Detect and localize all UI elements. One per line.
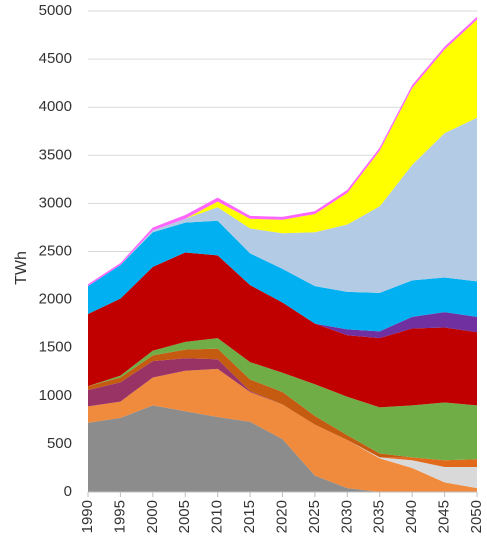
area-series-1 [88,405,477,492]
y-tick-label: 2000 [39,291,72,308]
area-series-12 [88,19,477,287]
area-series-group [88,16,477,492]
y-tick-label: 4000 [39,98,72,115]
x-tick-label: 2045 [436,500,453,533]
y-tick-label: 2500 [39,242,72,259]
area-series-6 [88,348,477,461]
x-tick-label: 2020 [273,500,290,533]
y-tick-label: 3000 [39,194,72,211]
x-tick-label: 2015 [241,500,258,533]
area-series-8 [88,252,477,408]
x-tick-labels: 1990 1995 2000 2005 2010 2015 2020 2025 2030 2035… [79,500,485,533]
area-series-11 [88,117,477,293]
x-tick-label: 2005 [176,500,193,533]
axes [87,491,478,497]
x-tick-label: 2025 [306,500,323,533]
x-tick-label: 2040 [403,500,420,533]
y-tick-label: 4500 [39,50,72,67]
y-tick-label: 500 [47,435,72,452]
y-tick-label: 0 [64,483,72,500]
area-series-7 [88,338,477,461]
y-tick-label: 5000 [39,2,72,19]
x-tick-label: 1995 [111,500,128,533]
y-tick-label: 1000 [39,387,72,404]
x-tick-label: 2010 [209,500,226,533]
y-axis-label: TWh [13,251,30,285]
x-tick-label: 2050 [468,500,485,533]
y-tick-labels: 0 500 1000 1500 2000 2500 3000 3500 4000 4500 5000 [39,2,72,500]
x-tick-label: 1990 [79,500,96,533]
area-series-3 [88,368,477,489]
area-series-10 [88,220,477,332]
y-tick-label: 3500 [39,146,72,163]
x-tick-label: 2030 [338,500,355,533]
area-series-2 [88,368,477,492]
y-tick-label: 1500 [39,339,72,356]
x-tick-label: 2035 [371,500,388,533]
x-tick-label: 2000 [144,500,161,533]
